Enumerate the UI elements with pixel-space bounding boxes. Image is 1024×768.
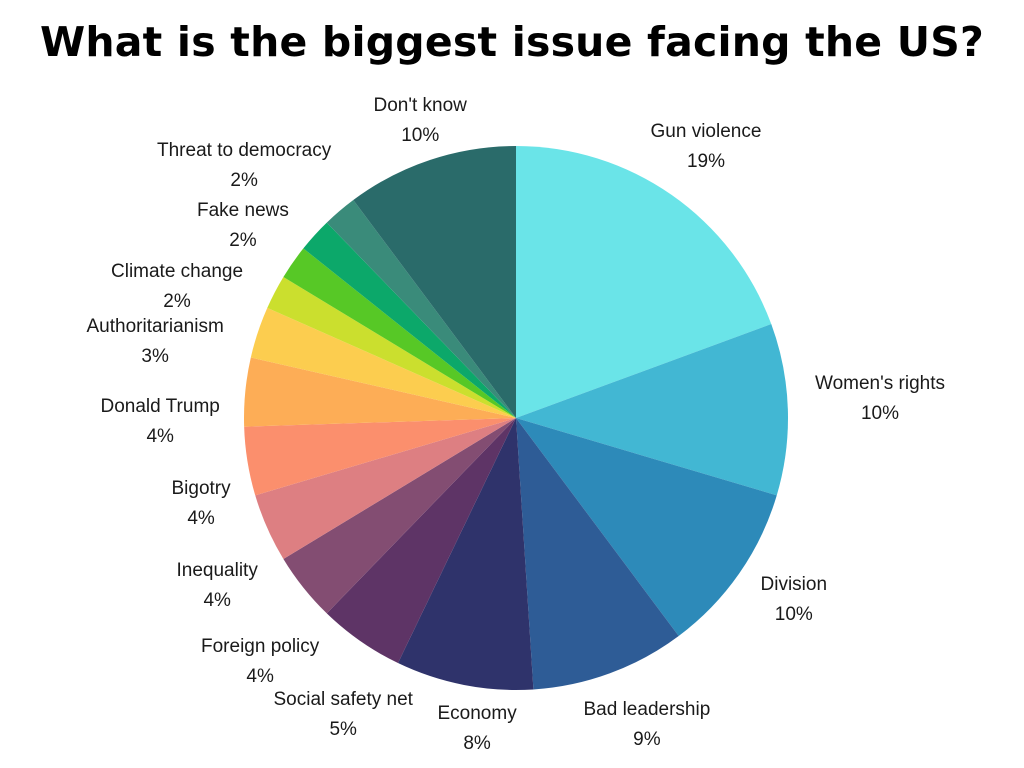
slice-label-value: 2% xyxy=(230,170,258,191)
slice-label-value: 9% xyxy=(633,729,661,750)
pie-slice xyxy=(250,307,516,418)
slice-label-name: Threat to democracy xyxy=(157,140,332,161)
pie-slice xyxy=(397,418,534,690)
pie-slice xyxy=(255,418,517,559)
slice-label-value: 10% xyxy=(401,125,440,146)
pie-slice xyxy=(516,324,788,496)
slice-label-name: Bigotry xyxy=(171,478,231,499)
slice-label-name: Bad leadership xyxy=(583,699,711,720)
pie-slice xyxy=(283,248,516,418)
slice-label: Climate change 2% xyxy=(111,257,243,317)
slice-label-name: Authoritarianism xyxy=(86,316,224,337)
slice-label: Foreign policy 4% xyxy=(201,632,319,692)
slice-label-name: Fake news xyxy=(197,200,289,221)
slice-label: Authoritarianism 3% xyxy=(87,312,224,372)
slice-label-name: Climate change xyxy=(111,261,244,282)
pie-slice xyxy=(516,418,679,690)
slice-label-value: 10% xyxy=(860,403,900,424)
slice-label-value: 19% xyxy=(686,151,725,172)
slice-label: Inequality 4% xyxy=(177,556,258,616)
slice-label-name: Inequality xyxy=(176,560,258,581)
slice-label: Fake news 2% xyxy=(197,196,289,256)
slice-label: Women's rights 10% xyxy=(815,369,945,429)
slice-label-name: Gun violence xyxy=(650,121,762,142)
pie-slice xyxy=(267,277,516,418)
slice-label: Gun violence 19% xyxy=(651,117,762,177)
pie-slice xyxy=(283,418,516,614)
pie-slice xyxy=(516,418,777,636)
slice-label-value: 8% xyxy=(463,733,491,754)
slice-label-value: 2% xyxy=(163,291,191,312)
slice-label-value: 4% xyxy=(246,666,274,687)
slice-label: Division 10% xyxy=(761,570,828,630)
slice-label-value: 4% xyxy=(187,508,215,529)
pie-slice xyxy=(326,418,516,664)
slice-label: Donald Trump 4% xyxy=(101,392,220,452)
pie-slices xyxy=(244,146,788,690)
slice-label-name: Social safety net xyxy=(273,689,413,710)
slice-label-value: 4% xyxy=(146,426,174,447)
pie-slice xyxy=(244,418,516,496)
slice-label: Don't know 10% xyxy=(374,91,467,151)
slice-label: Threat to democracy 2% xyxy=(157,136,331,196)
slice-label-name: Foreign policy xyxy=(201,636,320,657)
slice-label: Bad leadership 9% xyxy=(584,695,711,755)
slice-label-name: Economy xyxy=(437,703,517,724)
slice-label-value: 3% xyxy=(141,346,169,367)
pie-slice xyxy=(326,200,516,418)
slice-label-value: 5% xyxy=(329,719,357,740)
slice-label: Bigotry 4% xyxy=(172,474,231,534)
slice-label: Economy 8% xyxy=(438,699,517,759)
pie-slice xyxy=(303,222,516,418)
pie-slice xyxy=(244,357,516,427)
slice-label-value: 10% xyxy=(774,604,813,625)
slice-label-value: 4% xyxy=(203,590,231,611)
slice-label-name: Division xyxy=(760,574,828,595)
slice-label: Social safety net 5% xyxy=(274,685,413,745)
pie-slice xyxy=(353,146,516,418)
slice-label-name: Don't know xyxy=(373,95,467,116)
chart-title: What is the biggest issue facing the US? xyxy=(39,18,984,66)
pie-slice xyxy=(516,146,772,418)
slice-label-name: Women's rights xyxy=(815,373,945,394)
slice-label-name: Donald Trump xyxy=(100,396,220,417)
slice-label-value: 2% xyxy=(229,230,257,251)
